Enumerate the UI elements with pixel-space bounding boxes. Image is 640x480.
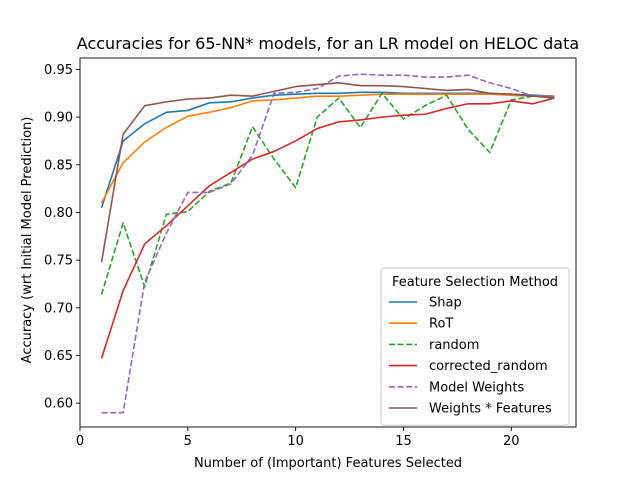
legend-label: RoT	[429, 317, 453, 332]
x-axis-label: Number of (Important) Features Selected	[194, 456, 462, 471]
plot-area: 0 5 10 15 20 0.60 0.65 0.70 0.75 0.80 0.85 0.90 0.95	[44, 57, 577, 449]
y-axis-label: Accuracy (wrt Initial Model Prediction)	[20, 117, 35, 364]
y-tick-label: 0.75	[44, 254, 73, 269]
series-line-weights-features	[100, 81, 555, 263]
legend-label: Weights * Features	[429, 402, 552, 417]
chart-title: Accuracies for 65-NN* models, for an LR …	[77, 34, 579, 53]
legend-label: random	[429, 338, 479, 353]
y-tick-label: 0.65	[44, 349, 73, 364]
y-tick-label: 0.70	[44, 301, 73, 316]
legend-box	[380, 267, 570, 426]
series-line-corrected-random	[100, 97, 555, 359]
legend-label: Shap	[429, 296, 462, 311]
x-tick-label: 5	[184, 434, 192, 449]
series-line-random	[100, 92, 555, 295]
legend-label: corrected_random	[429, 359, 548, 374]
series-line-shap	[100, 91, 555, 208]
legend-title: Feature Selection Method	[392, 275, 558, 290]
series-lines	[100, 73, 555, 414]
x-tick-label: 15	[395, 434, 412, 449]
y-tick-label: 0.80	[44, 206, 73, 221]
y-tick-label: 0.95	[44, 63, 73, 78]
series-line-rot	[100, 93, 555, 204]
legend-label: Model Weights	[429, 380, 524, 395]
legend: Feature Selection Method Shap RoT random cor…	[380, 267, 570, 426]
x-tick-label: 20	[503, 434, 520, 449]
x-tick-label: 10	[287, 434, 304, 449]
plot-frame	[79, 57, 577, 428]
y-tick-label: 0.85	[44, 158, 73, 173]
y-tick-label: 0.60	[44, 397, 73, 412]
y-tick-label: 0.90	[44, 111, 73, 126]
x-tick-label: 0	[76, 434, 84, 449]
